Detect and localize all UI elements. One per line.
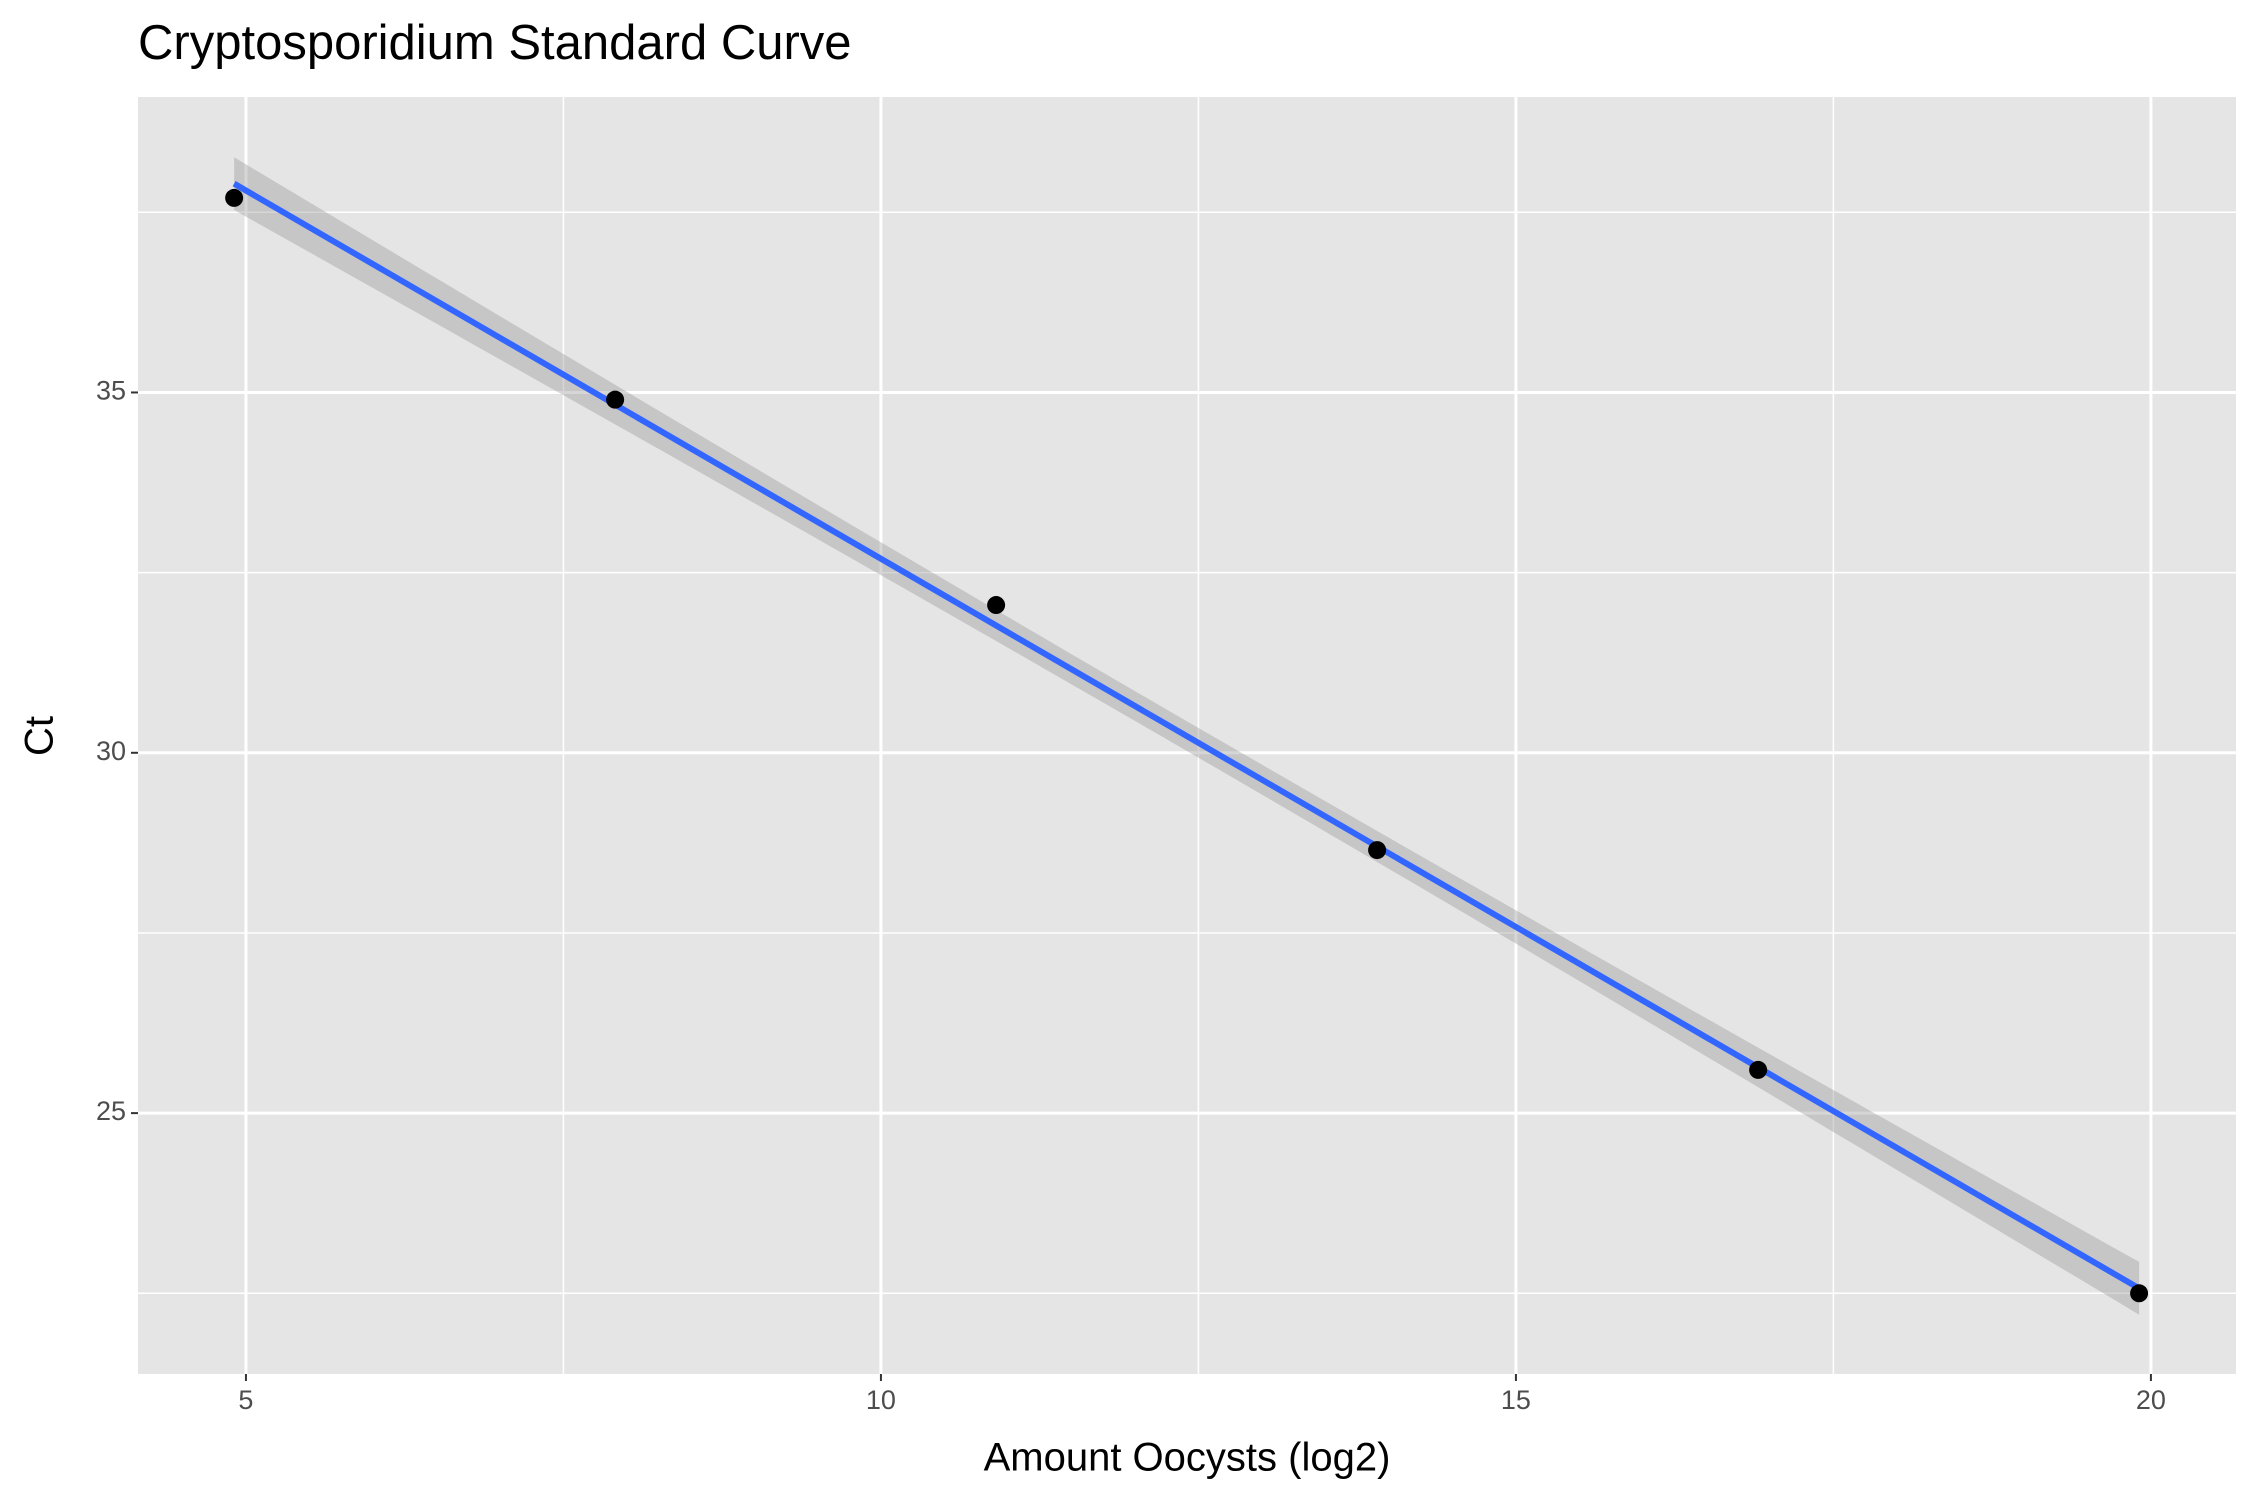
- y-tick-label: 35: [96, 376, 126, 406]
- x-tick-label: 15: [1501, 1385, 1531, 1415]
- y-tick-label: 25: [96, 1096, 126, 1126]
- y-axis-title: Ct: [18, 716, 62, 756]
- point: [225, 188, 244, 207]
- y-tick-label: 30: [96, 736, 126, 766]
- x-tick-label: 20: [2136, 1385, 2166, 1415]
- point: [1368, 841, 1387, 860]
- x-axis-title: Amount Oocysts (log2): [984, 1436, 1391, 1480]
- chart-title: Cryptosporidium Standard Curve: [138, 16, 852, 70]
- fit-line: [232, 181, 2141, 1291]
- point: [2130, 1284, 2149, 1303]
- point: [1749, 1060, 1768, 1079]
- x-tick-label: 5: [238, 1385, 253, 1415]
- point: [606, 390, 625, 409]
- x-tick-label: 10: [866, 1385, 896, 1415]
- point: [987, 596, 1006, 615]
